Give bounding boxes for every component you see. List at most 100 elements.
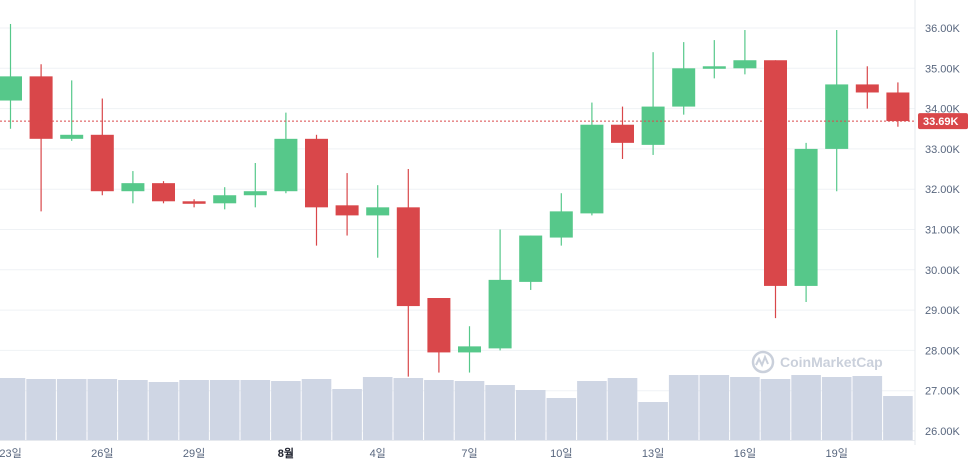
candle-up — [794, 142, 818, 303]
candle-body — [427, 298, 451, 353]
y-tick-label: 34.00K — [925, 104, 961, 116]
candle-up — [549, 193, 573, 246]
candle-body — [488, 279, 512, 349]
y-tick-label: 30.00K — [925, 265, 961, 277]
volume-bar — [577, 381, 607, 440]
volume-bar — [271, 381, 301, 440]
volume-bar — [393, 378, 424, 440]
x-tick-label: 23일 — [0, 446, 22, 460]
y-tick-label: 31.00K — [925, 225, 961, 237]
candle-up — [733, 30, 757, 75]
volume-bars — [0, 375, 913, 440]
x-tick-label: 10일 — [550, 446, 572, 460]
candle-body — [641, 106, 665, 145]
y-tick-label: 35.00K — [925, 63, 961, 75]
candle-body — [886, 92, 910, 122]
candle-up — [366, 185, 390, 258]
volume-bar — [56, 379, 87, 440]
candle-body — [0, 76, 22, 101]
candle-up — [519, 235, 543, 290]
x-tick-label: 7일 — [461, 446, 477, 460]
volume-bar — [607, 378, 638, 440]
volume-bar — [87, 379, 118, 440]
candle-body — [672, 68, 696, 107]
candle-up — [121, 171, 145, 204]
candle-up — [641, 52, 665, 155]
candle-up — [702, 40, 726, 79]
x-tick-label: 4일 — [370, 446, 386, 460]
candle-body — [549, 211, 573, 238]
volume-bar — [454, 381, 485, 440]
y-tick-label: 28.00K — [925, 345, 961, 357]
volume-bar — [730, 377, 760, 440]
y-tick-label: 33.00K — [925, 144, 961, 156]
candle-down — [305, 134, 328, 246]
y-tick-label: 29.00K — [925, 305, 961, 317]
watermark-text: CoinMarketCap — [780, 354, 883, 370]
candle-down — [335, 173, 359, 236]
volume-bar — [668, 375, 699, 440]
volume-bar — [485, 385, 515, 440]
x-tick-label: 16일 — [734, 446, 756, 460]
candle-body — [519, 235, 543, 282]
coinmarketcap-logo-icon — [751, 350, 775, 374]
candle-body — [733, 60, 757, 69]
candle-down — [855, 66, 879, 109]
candle-up — [580, 102, 604, 216]
candle-down — [427, 298, 451, 373]
candle-down — [764, 60, 787, 319]
volume-bar — [546, 398, 577, 440]
x-tick-label: 8월 — [278, 446, 294, 460]
candle-down — [182, 199, 206, 208]
current-price-tag-bg — [918, 113, 968, 130]
candle-body — [243, 191, 267, 196]
candle-up — [825, 30, 849, 192]
y-tick-label: 27.00K — [925, 386, 961, 398]
volume-bar — [118, 380, 148, 440]
x-tick-label: 26일 — [91, 446, 113, 460]
candle-up — [672, 42, 696, 115]
current-price-tag: 33.69K — [918, 113, 968, 130]
volume-bar — [240, 380, 271, 440]
candle-body — [396, 207, 420, 307]
candle-down — [886, 82, 910, 127]
volume-bar — [638, 402, 668, 440]
candle-body — [213, 195, 237, 204]
x-tick-label: 19일 — [826, 446, 848, 460]
candle-body — [702, 66, 726, 69]
volume-bar — [760, 379, 791, 440]
volume-bar — [821, 377, 852, 440]
y-tick-label: 36.00K — [925, 23, 961, 35]
x-axis: 23일 26일 29일 8월 4일 7일 10일 13일 16일 19일 — [0, 446, 848, 460]
candle-body — [305, 138, 328, 208]
x-tick-label: 13일 — [642, 446, 664, 460]
candle-body — [458, 346, 481, 353]
candle-body — [366, 207, 390, 216]
candle-down — [152, 181, 175, 204]
candle-down — [611, 106, 634, 159]
volume-bar — [301, 379, 332, 440]
y-tick-label: 26.00K — [925, 426, 961, 438]
candle-up — [213, 187, 237, 210]
y-tick-label: 32.00K — [925, 184, 961, 196]
volume-bar — [424, 380, 454, 440]
watermark: CoinMarketCap — [751, 350, 883, 374]
candle-up — [488, 229, 512, 351]
candle-body — [855, 84, 879, 93]
volume-bar — [515, 390, 546, 440]
volume-bar — [332, 389, 362, 440]
volume-bar — [883, 396, 913, 440]
candle-body — [152, 183, 175, 202]
candle-body — [580, 124, 604, 214]
y-axis: 26.00K 27.00K 28.00K 29.00K 30.00K 31.00K 32.0… — [925, 23, 961, 438]
candle-up — [458, 326, 481, 373]
volume-bar — [148, 382, 179, 440]
candle-body — [611, 124, 634, 143]
candle-body — [29, 76, 53, 139]
volume-bar — [26, 379, 56, 440]
volume-bar — [0, 378, 26, 440]
candle-down — [396, 169, 420, 377]
volume-bar — [699, 375, 730, 440]
candle-up — [60, 80, 84, 141]
